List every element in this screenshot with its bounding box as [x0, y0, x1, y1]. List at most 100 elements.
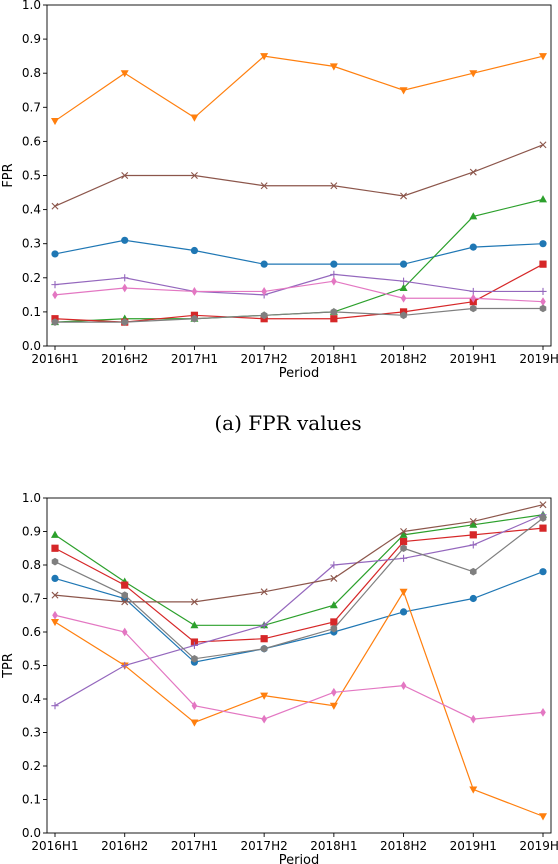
data-point	[539, 260, 547, 268]
data-point	[51, 574, 59, 583]
data-point	[539, 501, 547, 509]
data-point	[191, 655, 198, 663]
y-tick-label: 0.6	[22, 625, 41, 639]
data-point	[469, 520, 478, 528]
data-point	[331, 276, 337, 286]
data-point	[51, 618, 59, 627]
x-tick-label: 2016H2	[101, 352, 148, 366]
data-point	[399, 554, 408, 562]
data-point	[400, 528, 408, 535]
y-tick-label: 0.0	[22, 339, 41, 353]
data-point	[539, 514, 547, 522]
fpr-caption: (a) FPR values	[214, 411, 361, 435]
data-point	[469, 168, 477, 176]
data-point	[469, 541, 477, 549]
y-tick-label: 0.2	[22, 271, 41, 285]
data-point	[260, 644, 268, 653]
data-point	[469, 517, 477, 525]
y-tick-label: 0.9	[22, 32, 41, 46]
data-point	[330, 574, 338, 582]
data-point	[261, 714, 267, 724]
y-tick-label: 1.0	[22, 491, 41, 505]
data-point	[190, 719, 199, 727]
data-point	[190, 172, 198, 179]
y-tick-label: 0.8	[22, 66, 41, 80]
data-point	[539, 240, 547, 248]
plot-frame	[46, 4, 552, 347]
series-1	[51, 588, 547, 821]
x-tick-label: 2019H1	[450, 839, 497, 853]
data-point	[121, 274, 129, 282]
data-point	[399, 537, 408, 546]
series-line	[54, 517, 544, 660]
data-point	[469, 243, 477, 251]
y-tick-label: 0.6	[22, 134, 41, 148]
data-point	[261, 287, 267, 296]
data-point	[330, 561, 338, 569]
data-point	[400, 293, 407, 303]
data-point	[539, 304, 547, 313]
data-point	[539, 53, 547, 61]
data-point	[260, 260, 268, 268]
series-line	[54, 614, 544, 720]
data-point	[52, 290, 58, 300]
data-point	[51, 202, 59, 210]
data-point	[191, 701, 198, 711]
x-tick-label: 2018H2	[380, 839, 427, 853]
series-line	[55, 307, 543, 323]
data-point	[121, 318, 129, 326]
data-point	[399, 530, 408, 538]
y-tick-label: 0.7	[22, 592, 41, 606]
data-point	[399, 277, 408, 285]
data-point	[260, 635, 268, 643]
data-point	[52, 610, 58, 620]
data-point	[191, 314, 198, 323]
series-3	[51, 260, 547, 326]
x-tick-label: 2017H2	[241, 839, 288, 853]
data-point	[539, 813, 547, 821]
data-point	[540, 708, 546, 717]
data-point	[399, 260, 408, 268]
series-line	[54, 273, 543, 296]
series-6	[52, 276, 546, 307]
x-tick-label: 2016H1	[31, 352, 78, 366]
data-point	[400, 311, 407, 320]
series-5	[51, 141, 547, 210]
data-point	[260, 182, 268, 190]
x-tick-label: 2019H2	[519, 352, 558, 366]
fpr-chart: 0.0 0.1 0.2 0.3 0.4 0.5 0.6 0.7 0.8 0.9 1.0 2016H1 2…	[1, 0, 558, 381]
y-tick-label: 0.2	[22, 759, 41, 773]
y-tick-label: 0.3	[22, 237, 41, 251]
data-point	[260, 621, 268, 629]
x-axis-label: Period	[279, 366, 320, 381]
data-point	[51, 318, 59, 326]
x-tick-label: 2019H2	[519, 839, 558, 853]
y-tick-label: 0.1	[22, 305, 41, 319]
y-axis-label: FPR	[1, 163, 16, 187]
series-6	[52, 610, 546, 724]
data-point	[331, 687, 337, 697]
data-point	[330, 270, 338, 278]
data-point	[51, 250, 59, 258]
y-tick-label: 0.1	[22, 793, 41, 807]
series-line	[54, 504, 544, 603]
y-tick-label: 0.4	[22, 692, 41, 706]
data-point	[399, 608, 408, 616]
y-tick-label: 0.4	[22, 203, 41, 217]
data-point	[400, 681, 407, 690]
data-point	[329, 601, 338, 609]
tpr-chart: 0.0 0.1 0.2 0.3 0.4 0.5 0.6 0.7 0.8 0.9 1.0 2016H1 2…	[1, 491, 558, 864]
data-point	[539, 195, 547, 203]
series-line	[54, 239, 544, 265]
data-point	[121, 598, 129, 606]
x-tick-label: 2017H1	[171, 352, 218, 366]
series-line	[54, 571, 544, 663]
x-tick-label: 2017H1	[171, 839, 218, 853]
x-axis-label: Period	[279, 853, 320, 864]
data-point	[260, 311, 268, 320]
data-point	[330, 315, 338, 323]
data-point	[121, 236, 129, 244]
data-point	[51, 557, 59, 566]
series-1	[51, 53, 547, 126]
